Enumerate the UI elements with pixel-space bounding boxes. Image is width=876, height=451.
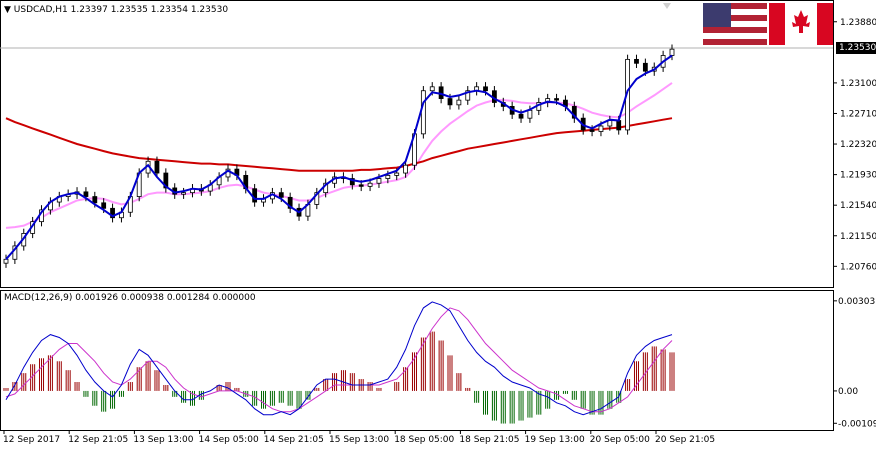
price-tick-label: 1.23880 <box>840 18 876 28</box>
candle-body <box>669 48 675 56</box>
slow-ma-group <box>5 82 673 229</box>
candle-body <box>358 184 364 187</box>
macd-tick-label: 0.003037 <box>838 297 876 307</box>
candle-body <box>252 188 258 203</box>
candle-body <box>403 164 409 174</box>
price-axis: 1.23880 1.23100 1.22710 1.22320 1.21930 1.215… <box>833 18 876 272</box>
price-tick-label: 1.22710 <box>840 109 876 119</box>
us-flag-icon <box>703 3 767 45</box>
shift-marker-icon <box>663 3 671 9</box>
macd-signal-line <box>5 307 673 413</box>
candle-body <box>385 174 391 179</box>
candle-body <box>181 192 187 195</box>
candles-group <box>3 44 675 268</box>
price-tick-label: 1.20760 <box>840 262 876 272</box>
current-price-label: 1.23530 <box>836 42 876 54</box>
macd-main-line <box>5 301 673 416</box>
price-tick-label: 1.22320 <box>840 140 876 150</box>
time-tick-label: 12 Sep 2017 <box>3 435 60 445</box>
candle-body <box>634 58 639 64</box>
time-tick-label: 20 Sep 21:05 <box>655 435 715 445</box>
time-tick-label: 18 Sep 21:05 <box>459 435 519 445</box>
candle-body <box>83 191 89 197</box>
candle-body <box>447 98 453 106</box>
time-tick-label: 14 Sep 21:05 <box>264 435 324 445</box>
time-tick-label: 13 Sep 13:00 <box>133 435 193 445</box>
candle-body <box>554 98 559 101</box>
candle-body <box>101 202 107 209</box>
time-axis: 12 Sep 2017 12 Sep 21:05 13 Sep 13:00 14 Se… <box>3 430 715 445</box>
time-tick-label: 12 Sep 21:05 <box>68 435 128 445</box>
candle-body <box>278 192 284 198</box>
candle-body <box>456 99 462 106</box>
candle-body <box>314 192 320 205</box>
macd-header: MACD(12,26,9) 0.001926 0.000938 0.001284… <box>4 293 256 303</box>
candle-body <box>394 172 400 176</box>
time-tick-label: 20 Sep 05:00 <box>590 435 650 445</box>
candle-body <box>616 120 622 131</box>
dropdown-arrow-icon[interactable]: ▼ <box>4 5 11 15</box>
candle-body <box>110 207 115 219</box>
time-tick-label: 15 Sep 13:00 <box>329 435 389 445</box>
time-tick-label: 18 Sep 05:00 <box>394 435 454 445</box>
candle-body <box>349 178 355 186</box>
candle-body <box>527 109 533 119</box>
candle-body <box>420 90 426 135</box>
long-ma-line <box>5 117 673 172</box>
candle-body <box>518 113 524 119</box>
price-tick-label: 1.23100 <box>840 79 876 89</box>
macd-tick-label: 0.00 <box>838 387 858 397</box>
price-tick-label: 1.21150 <box>840 232 876 242</box>
symbol-info: USDCAD,H1 1.23397 1.23535 1.23354 1.2353… <box>13 5 229 15</box>
macd-lines-group <box>5 301 673 416</box>
candle-body <box>287 196 293 209</box>
candle-body <box>367 182 373 187</box>
candle-body <box>642 62 648 72</box>
time-tick-label: 14 Sep 05:00 <box>199 435 259 445</box>
candle-body <box>465 90 471 101</box>
macd-panel-frame <box>0 290 834 431</box>
canada-flag-icon <box>769 3 833 45</box>
slow-ma-line <box>5 82 673 229</box>
candle-body <box>3 258 9 264</box>
symbol-header: ▼ USDCAD,H1 1.23397 1.23535 1.23354 1.23… <box>4 5 228 15</box>
candle-body <box>92 196 98 204</box>
candle-body <box>589 129 595 132</box>
candle-body <box>376 178 382 184</box>
candle-body <box>598 125 604 132</box>
price-tick-label: 1.21540 <box>840 201 876 211</box>
price-tick-label: 1.21930 <box>840 171 876 181</box>
macd-histogram-group <box>3 331 675 424</box>
candle-body <box>429 86 435 92</box>
long-ma-group <box>5 117 673 172</box>
fast-ma-group <box>5 54 673 260</box>
candle-body <box>483 86 488 92</box>
time-tick-label: 19 Sep 13:00 <box>525 435 585 445</box>
fast-ma-line <box>5 54 673 260</box>
candle-body <box>163 172 169 189</box>
candle-body <box>154 160 160 174</box>
